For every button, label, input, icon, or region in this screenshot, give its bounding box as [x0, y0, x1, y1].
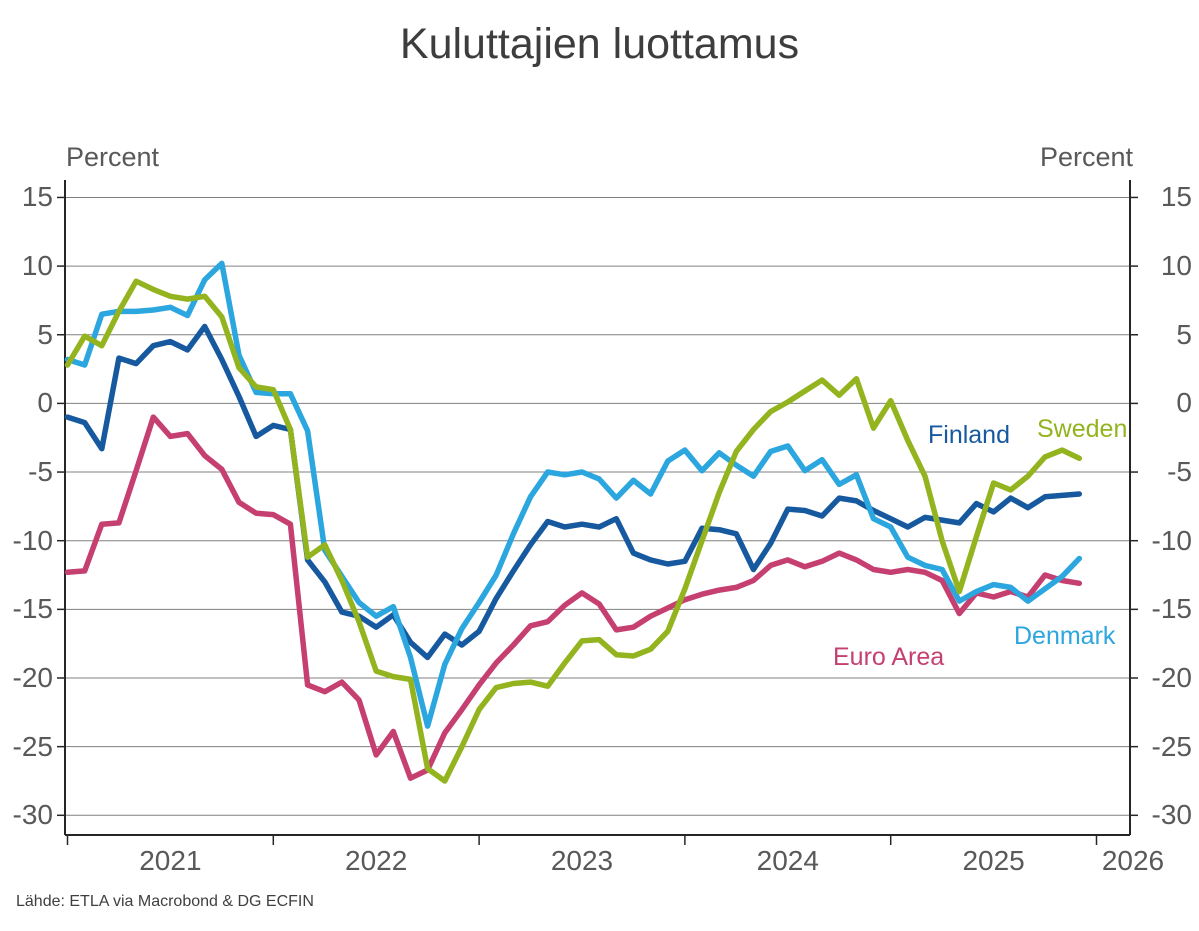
y-tick-label: -15	[12, 593, 53, 625]
y-tick-label: -30	[1151, 799, 1192, 831]
y-tick-label: -5	[1167, 456, 1192, 488]
series-label-denmark: Denmark	[1014, 622, 1116, 650]
series-label-finland: Finland	[928, 421, 1010, 449]
x-tick-label: 2026	[1101, 845, 1165, 876]
x-tick-label: 2021	[139, 845, 202, 876]
y-tick-label: 5	[1176, 318, 1192, 350]
y-tick-label: 0	[37, 387, 53, 419]
chart-title: Kuluttajien luottamus	[399, 20, 800, 68]
y-tick-label: -10	[12, 524, 53, 556]
y-tick-label: -30	[12, 799, 53, 831]
y-tick-label: 0	[1176, 387, 1192, 419]
x-tick-label: 2023	[550, 845, 614, 876]
source-note: Lähde: ETLA via Macrobond & DG ECFIN	[16, 893, 314, 910]
series-label-euro-area: Euro Area	[833, 643, 945, 671]
y-tick-label: 15	[21, 181, 53, 213]
series-line-denmark	[64, 260, 1083, 729]
series-line-finland	[64, 323, 1083, 661]
y-tick-label: -25	[12, 730, 53, 762]
y-tick-label: -20	[12, 662, 53, 693]
y-tick-label: 10	[1160, 250, 1192, 282]
x-tick-label: 2025	[962, 845, 1025, 876]
y-tick-label: -25	[1151, 730, 1192, 762]
series-label-sweden: Sweden	[1037, 415, 1128, 443]
y-tick-label: -15	[1151, 593, 1192, 625]
y-tick-label: -5	[28, 456, 53, 488]
y-tick-label: -10	[1151, 524, 1192, 556]
series-line-euro-area	[64, 414, 1083, 781]
series-line-sweden	[64, 278, 1083, 784]
x-tick-label: 2024	[756, 845, 819, 876]
x-tick-label: 2022	[345, 845, 408, 876]
y-axis-unit-left: Percent	[66, 142, 160, 172]
y-tick-label: 5	[37, 318, 53, 350]
y-tick-label: 10	[21, 250, 53, 282]
y-tick-label: -20	[1151, 662, 1192, 693]
y-axis-unit-right: Percent	[1039, 142, 1133, 172]
y-tick-label: 15	[1160, 181, 1192, 213]
